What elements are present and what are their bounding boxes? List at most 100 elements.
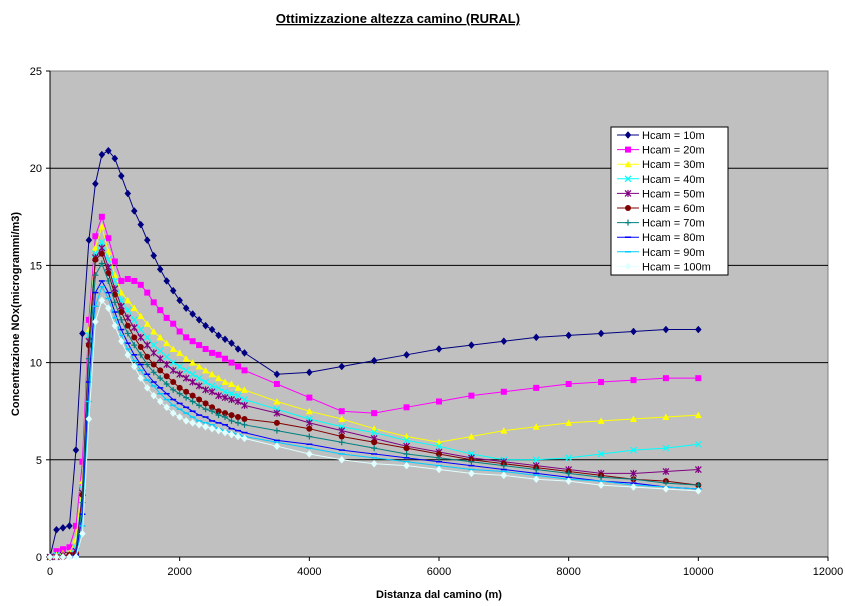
data-point bbox=[235, 419, 242, 426]
data-point bbox=[403, 461, 410, 470]
data-point bbox=[625, 146, 631, 153]
data-point bbox=[241, 396, 248, 403]
data-point bbox=[176, 349, 184, 356]
data-point bbox=[91, 244, 99, 251]
data-point bbox=[98, 150, 106, 159]
data-point bbox=[338, 415, 346, 422]
legend-label: Hcam = 90m bbox=[642, 247, 705, 259]
data-point bbox=[435, 345, 443, 353]
data-point bbox=[241, 367, 248, 374]
data-point bbox=[625, 205, 631, 211]
data-point bbox=[694, 440, 702, 448]
legend-item: Hcam = 100m bbox=[617, 261, 711, 273]
data-point bbox=[241, 401, 248, 409]
data-point bbox=[92, 317, 99, 326]
data-point bbox=[124, 189, 132, 198]
data-point bbox=[222, 414, 229, 421]
data-point bbox=[79, 529, 86, 538]
data-point bbox=[624, 189, 632, 197]
data-point bbox=[144, 289, 151, 296]
data-point bbox=[66, 522, 73, 530]
data-point bbox=[169, 366, 177, 374]
data-point bbox=[182, 417, 190, 425]
data-point bbox=[169, 359, 177, 367]
legend: Hcam = 10m Hcam = 20m Hcam = 30m Hcam = 40m… bbox=[610, 126, 729, 276]
data-point bbox=[66, 544, 73, 551]
data-point bbox=[202, 366, 210, 374]
data-point bbox=[92, 256, 99, 263]
data-point bbox=[630, 483, 637, 491]
data-point bbox=[53, 548, 60, 555]
data-point bbox=[182, 355, 190, 362]
data-point bbox=[189, 370, 197, 378]
data-point bbox=[215, 426, 222, 435]
y-tick-label: 10 bbox=[30, 358, 42, 370]
data-point bbox=[468, 392, 475, 399]
series-10 bbox=[46, 296, 702, 561]
data-point bbox=[403, 350, 410, 359]
data-point bbox=[273, 397, 281, 405]
data-point bbox=[630, 476, 637, 483]
data-point bbox=[117, 296, 125, 304]
data-point bbox=[189, 418, 196, 427]
data-point bbox=[130, 316, 138, 324]
data-point bbox=[150, 361, 157, 368]
data-point bbox=[202, 400, 209, 407]
data-point bbox=[85, 316, 92, 323]
x-axis-label: Distanza dal camino (m) bbox=[376, 589, 502, 601]
data-point bbox=[183, 334, 190, 341]
legend-item: Hcam = 10m bbox=[617, 130, 705, 142]
data-point bbox=[662, 375, 669, 382]
data-point bbox=[118, 277, 125, 284]
data-point bbox=[131, 277, 138, 284]
data-point bbox=[157, 307, 164, 314]
data-point bbox=[104, 263, 112, 271]
data-point bbox=[176, 328, 183, 335]
data-point bbox=[163, 314, 170, 321]
data-point bbox=[46, 553, 54, 561]
data-point bbox=[150, 369, 157, 376]
data-point bbox=[196, 342, 203, 349]
data-point bbox=[124, 306, 132, 314]
data-point bbox=[241, 386, 248, 393]
data-point bbox=[143, 333, 151, 341]
data-point bbox=[189, 392, 196, 399]
data-point bbox=[468, 458, 475, 465]
data-point bbox=[436, 398, 442, 405]
data-point bbox=[105, 270, 112, 277]
data-point bbox=[111, 299, 118, 306]
legend-label: Hcam = 50m bbox=[642, 188, 705, 200]
data-point bbox=[228, 359, 235, 366]
data-point bbox=[150, 349, 158, 357]
data-point bbox=[241, 348, 248, 357]
data-point bbox=[117, 172, 125, 180]
data-point bbox=[117, 302, 125, 310]
data-point bbox=[130, 207, 138, 215]
legend-item: Hcam = 20m bbox=[617, 145, 705, 157]
data-point bbox=[98, 223, 106, 230]
data-point bbox=[163, 403, 171, 412]
data-point bbox=[305, 419, 313, 427]
series-2 bbox=[47, 213, 702, 560]
data-point bbox=[273, 427, 280, 434]
data-point bbox=[234, 384, 242, 391]
data-point bbox=[98, 260, 105, 267]
data-point bbox=[565, 477, 572, 486]
data-point bbox=[195, 315, 203, 324]
data-point bbox=[694, 466, 702, 474]
legend-label: Hcam = 80m bbox=[642, 232, 705, 244]
data-point bbox=[221, 378, 229, 386]
data-point bbox=[338, 455, 346, 464]
data-point bbox=[182, 304, 190, 313]
series-7 bbox=[47, 260, 702, 560]
data-point bbox=[630, 469, 637, 477]
data-point bbox=[338, 408, 345, 415]
data-point bbox=[234, 392, 242, 400]
data-point bbox=[156, 397, 164, 406]
data-point bbox=[202, 386, 210, 394]
data-point bbox=[85, 236, 93, 245]
data-point bbox=[150, 341, 158, 349]
data-point bbox=[118, 309, 125, 316]
data-point bbox=[228, 380, 236, 387]
data-point bbox=[624, 175, 632, 183]
